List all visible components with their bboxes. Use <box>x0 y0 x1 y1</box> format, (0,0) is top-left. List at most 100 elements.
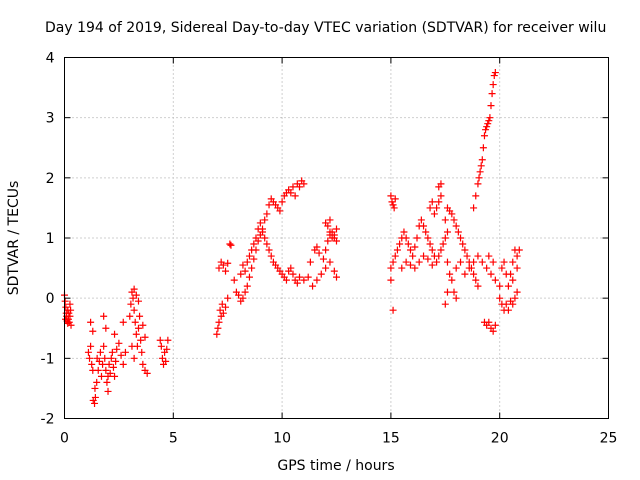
data-point <box>112 357 120 365</box>
data-point <box>158 354 166 362</box>
data-point <box>138 348 146 356</box>
data-point <box>488 90 496 98</box>
data-point <box>457 258 465 266</box>
data-point <box>387 264 395 272</box>
data-point <box>441 216 449 224</box>
x-tick-label-4: 20 <box>491 431 509 447</box>
y-tick-label-0: -2 <box>41 412 55 428</box>
data-point <box>100 342 108 350</box>
data-point <box>102 366 110 374</box>
data-point <box>387 276 395 284</box>
data-point <box>132 291 140 299</box>
data-point <box>222 303 230 311</box>
data-point <box>446 270 454 278</box>
data-point <box>111 372 119 380</box>
data-point <box>504 306 512 314</box>
data-point <box>437 246 445 254</box>
data-point <box>435 198 443 206</box>
data-point <box>263 210 271 218</box>
data-point <box>222 267 230 275</box>
data-point <box>66 312 74 320</box>
data-point <box>463 252 471 260</box>
data-point <box>441 300 449 308</box>
data-point <box>433 258 441 266</box>
chart-title: Day 194 of 2019, Sidereal Day-to-day VTE… <box>45 20 606 36</box>
data-point <box>389 201 397 209</box>
data-point <box>475 174 483 182</box>
data-point <box>483 123 491 131</box>
data-point <box>437 192 445 200</box>
data-point <box>509 276 517 284</box>
data-point <box>134 297 142 305</box>
data-point <box>515 246 523 254</box>
data-points <box>61 69 523 407</box>
data-point <box>130 306 138 314</box>
data-point <box>64 306 72 314</box>
x-axis-title: GPS time / hours <box>277 458 394 474</box>
data-point <box>319 255 327 263</box>
data-point <box>470 270 478 278</box>
data-point <box>330 231 338 239</box>
data-point <box>317 270 325 278</box>
data-point <box>322 246 330 254</box>
data-point <box>437 180 445 188</box>
data-point <box>239 294 247 302</box>
data-point <box>226 240 234 248</box>
data-point <box>496 294 504 302</box>
data-point <box>235 291 243 299</box>
data-point <box>224 259 232 267</box>
y-tick-label-2: 0 <box>46 291 55 307</box>
data-point <box>486 114 494 122</box>
data-point <box>490 72 498 80</box>
data-point <box>248 264 256 272</box>
axis-ticks <box>64 57 609 419</box>
data-point <box>313 276 321 284</box>
data-point <box>282 276 290 284</box>
data-point <box>254 225 262 233</box>
data-point <box>86 354 94 362</box>
data-point <box>101 354 109 362</box>
y-tick-label-5: 3 <box>46 111 55 127</box>
data-point <box>259 228 267 236</box>
data-point <box>130 285 138 293</box>
data-point <box>474 252 482 260</box>
data-point <box>450 216 458 224</box>
data-point <box>398 264 406 272</box>
data-point <box>391 195 399 203</box>
data-point <box>389 258 397 266</box>
data-point <box>109 363 117 371</box>
data-point <box>131 318 139 326</box>
data-point <box>66 300 74 308</box>
data-point <box>107 354 115 362</box>
data-point <box>465 264 473 272</box>
data-point <box>91 393 99 401</box>
data-point <box>426 240 434 248</box>
y-tick-label-3: 1 <box>46 231 55 247</box>
data-point <box>491 276 499 284</box>
data-point <box>477 162 485 170</box>
data-point <box>324 237 332 245</box>
data-point <box>96 348 104 356</box>
data-point <box>119 318 127 326</box>
data-point <box>94 366 102 374</box>
data-point <box>472 276 480 284</box>
data-point <box>393 246 401 254</box>
data-point <box>215 318 223 326</box>
data-point <box>452 222 460 230</box>
data-point <box>261 216 269 224</box>
data-point <box>309 282 317 290</box>
data-point <box>164 336 172 344</box>
data-point <box>513 288 521 296</box>
data-point <box>428 246 436 254</box>
data-point <box>113 345 121 353</box>
data-point <box>448 210 456 218</box>
data-point <box>479 144 487 152</box>
data-point <box>326 228 334 236</box>
y-tick-label-4: 2 <box>46 171 55 187</box>
data-point <box>478 156 486 164</box>
x-tick-label-3: 15 <box>382 431 400 447</box>
data-point <box>256 219 264 227</box>
data-point <box>130 354 138 362</box>
data-point <box>99 360 107 368</box>
data-point <box>104 387 112 395</box>
